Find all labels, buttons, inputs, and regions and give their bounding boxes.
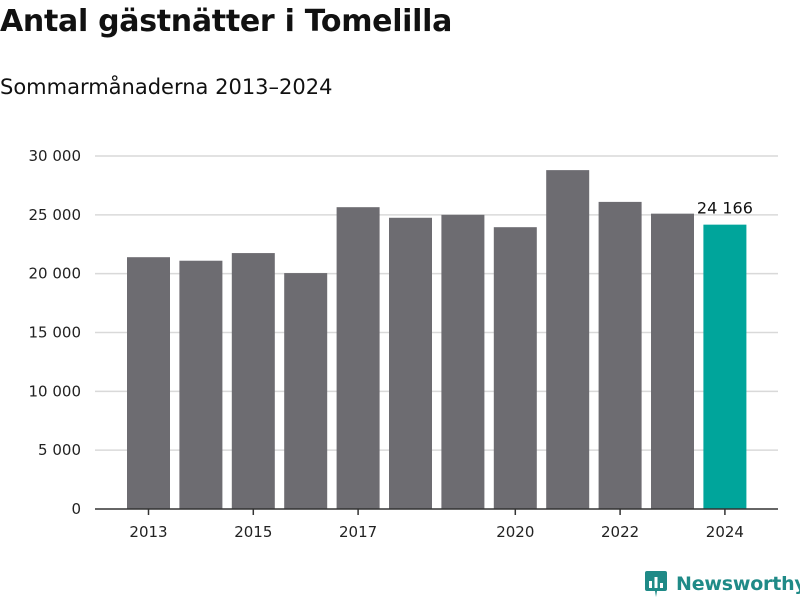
newsworthy-logo-icon: [645, 571, 667, 597]
bar-2020: [493, 227, 537, 509]
chart-title: Antal gästnätter i Tomelilla: [0, 4, 453, 39]
bar-2015: [231, 253, 275, 509]
x-tick-label: 2020: [496, 523, 534, 541]
bar-2017: [336, 207, 380, 509]
brand-logo: Newsworthy: [644, 568, 800, 600]
brand-name: Newsworthy: [676, 573, 800, 595]
y-tick-label: 25 000: [29, 206, 82, 224]
x-tick-label: 2013: [129, 523, 167, 541]
bar-2016: [284, 273, 328, 509]
bar-2024: [703, 224, 747, 509]
chart-subtitle: Sommarmånaderna 2013–2024: [0, 75, 333, 99]
bar-2021: [546, 170, 590, 509]
bar-2018: [389, 217, 432, 509]
x-tick-label: 2017: [339, 523, 377, 541]
x-tick-label: 2015: [234, 523, 272, 541]
y-tick-label: 0: [71, 500, 81, 518]
data-label: 24 166: [697, 199, 753, 218]
x-tick-label: 2024: [706, 523, 744, 541]
y-tick-label: 20 000: [29, 265, 82, 283]
x-tick-label: 2022: [601, 523, 639, 541]
y-tick-label: 10 000: [29, 382, 82, 400]
y-tick-label: 5 000: [38, 441, 81, 459]
bar-2023: [651, 213, 694, 509]
bar-2019: [441, 214, 485, 510]
bar-2013: [127, 257, 170, 509]
y-tick-label: 15 000: [29, 324, 82, 342]
y-tick-label: 30 000: [29, 147, 82, 165]
bar-2014: [179, 260, 223, 509]
bar-2022: [598, 201, 642, 509]
